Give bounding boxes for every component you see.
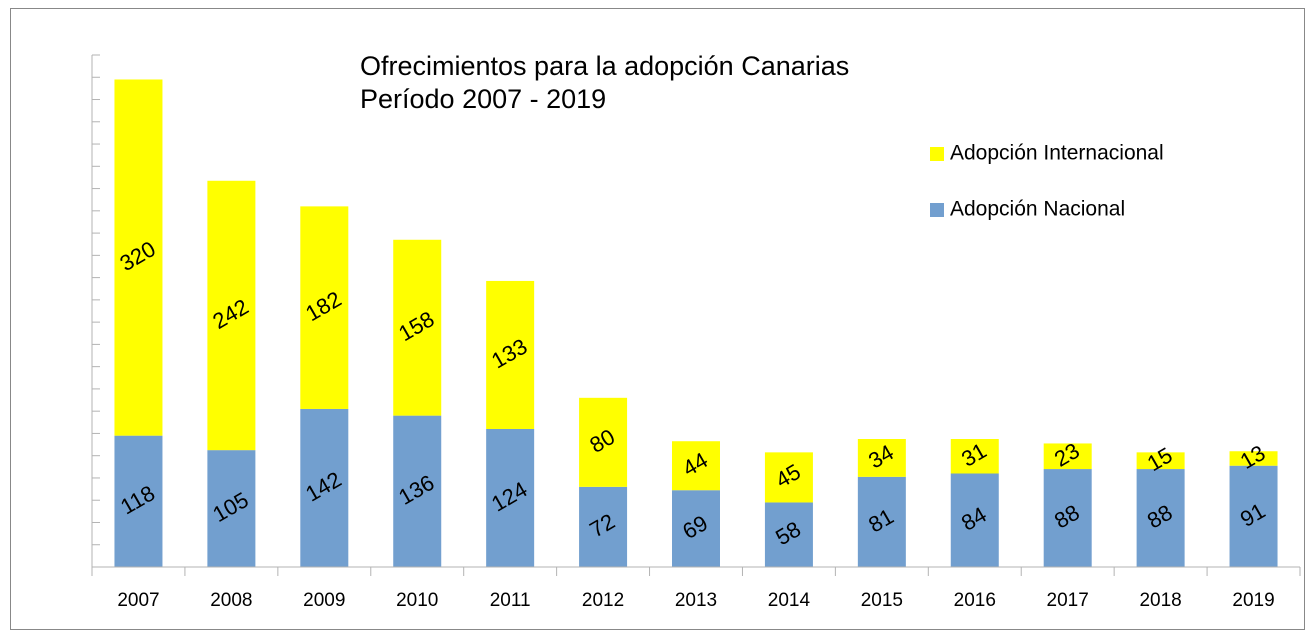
bar-segment xyxy=(1136,469,1185,567)
x-tick-label: 2012 xyxy=(582,590,624,611)
legend-swatch xyxy=(930,147,944,161)
bar-segment xyxy=(1043,469,1092,567)
bar-segment xyxy=(1229,451,1278,466)
bar-segment xyxy=(393,239,442,416)
x-tick-label: 2014 xyxy=(768,590,811,611)
bar-segment xyxy=(300,408,349,567)
chart-title: Ofrecimientos para la adopción Canarias xyxy=(360,51,849,81)
bar-segment xyxy=(950,439,999,474)
bar-segment xyxy=(579,486,628,567)
chart-title: Período 2007 - 2019 xyxy=(360,84,606,114)
x-tick-label: 2015 xyxy=(861,590,903,611)
bar-segment xyxy=(486,280,535,429)
bar-segment xyxy=(207,450,256,567)
chart-frame xyxy=(10,8,1305,630)
x-tick-label: 2018 xyxy=(1139,590,1181,611)
bar-segment xyxy=(579,397,628,487)
x-tick-label: 2019 xyxy=(1232,590,1274,611)
bar-segment xyxy=(114,435,163,567)
bar-segment xyxy=(114,79,163,436)
x-tick-label: 2016 xyxy=(954,590,996,611)
x-tick-label: 2017 xyxy=(1047,590,1089,611)
bar-segment xyxy=(486,428,535,567)
x-tick-label: 2008 xyxy=(210,590,252,611)
legend-label: Adopción Nacional xyxy=(950,198,1125,221)
x-tick-label: 2010 xyxy=(396,590,438,611)
bar-segment xyxy=(764,502,813,567)
bar-segment xyxy=(672,490,720,567)
x-tick-label: 2011 xyxy=(490,590,531,611)
bar-segment xyxy=(672,441,720,491)
bar-segment xyxy=(857,439,906,477)
bar-segment xyxy=(857,476,906,567)
x-tick-label: 2009 xyxy=(303,590,345,611)
x-tick-label: 2007 xyxy=(117,590,159,611)
bar-segment xyxy=(393,415,442,567)
bar-segment xyxy=(207,180,256,451)
bar-segment xyxy=(1043,443,1092,470)
bar-segment xyxy=(1136,452,1185,470)
bar-segment xyxy=(300,206,349,409)
x-tick-label: 2013 xyxy=(675,590,717,611)
legend-label: Adopción Internacional xyxy=(950,142,1164,165)
bar-segment xyxy=(764,452,813,503)
bar-segment xyxy=(950,473,999,567)
bar-segment xyxy=(1229,465,1278,567)
legend-swatch xyxy=(930,203,944,217)
